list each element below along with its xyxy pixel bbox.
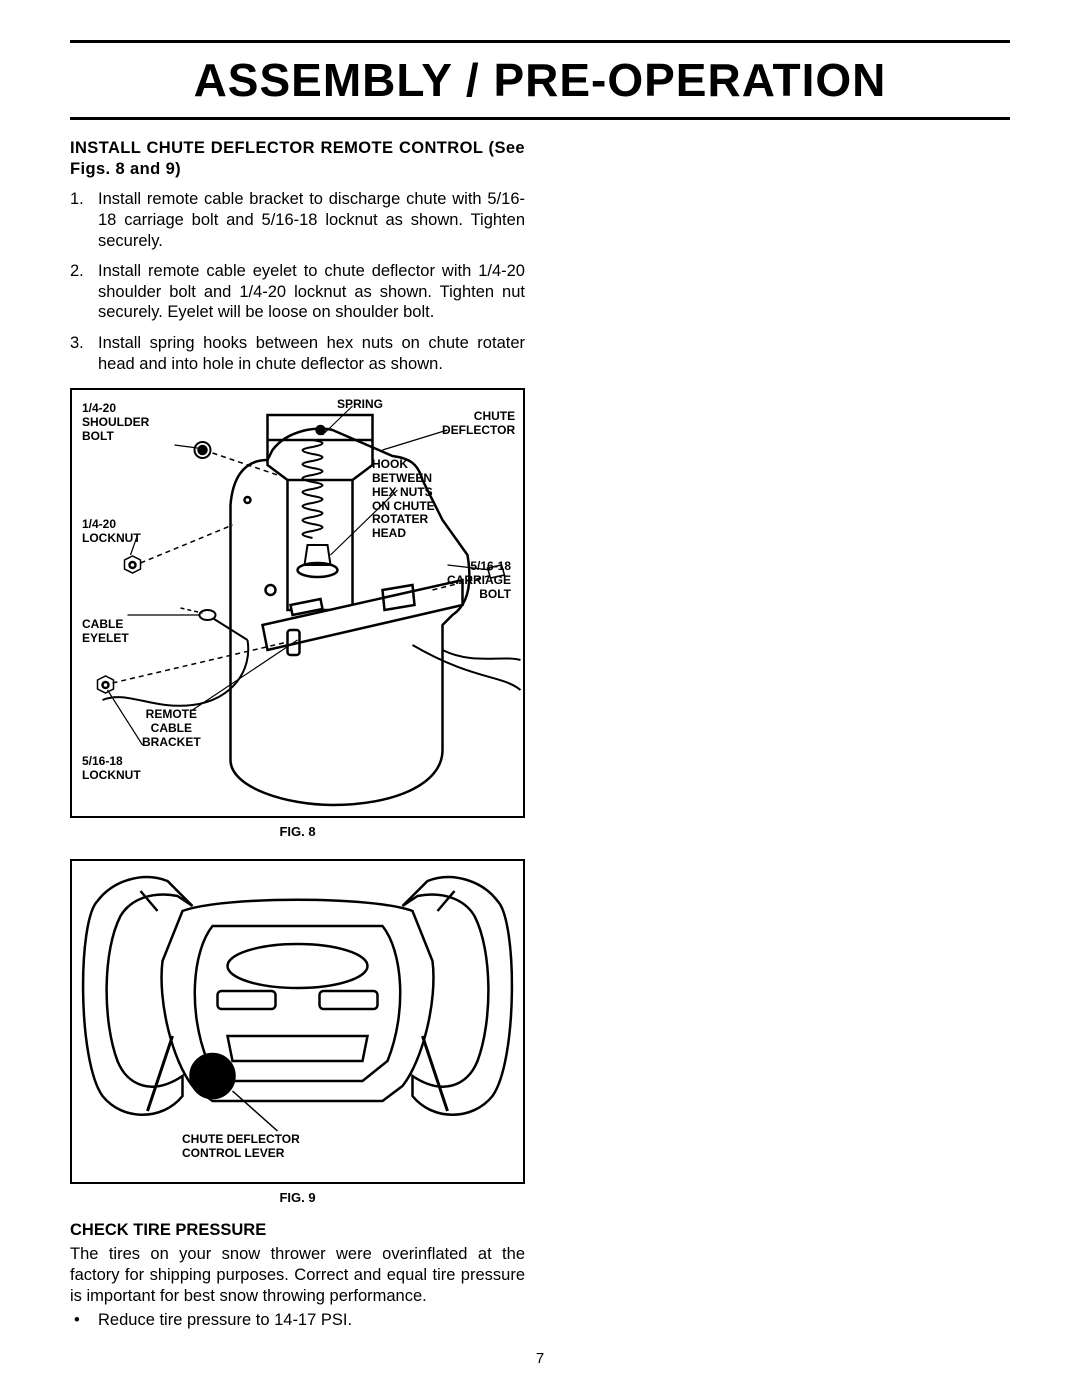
- rule-top: [70, 40, 1010, 43]
- bullet-text: Reduce tire pressure to 14-17 PSI.: [98, 1310, 352, 1331]
- figure-9-box: CHUTE DEFLECTOR CONTROL LEVER: [70, 859, 525, 1184]
- figure-8-drawing: [72, 390, 523, 816]
- figure-8-box: 1/4-20 SHOULDER BOLT SPRING CHUTE DEFLEC…: [70, 388, 525, 818]
- page-number: 7: [0, 1350, 1080, 1367]
- left-column: INSTALL CHUTE DEFLECTOR REMOTE CONTROL (…: [70, 138, 525, 1331]
- step-text: Install remote cable bracket to discharg…: [98, 189, 525, 251]
- label-cable-eyelet: CABLE EYELET: [82, 618, 129, 646]
- step-number: 1.: [70, 189, 98, 251]
- bullet-dot: •: [70, 1310, 98, 1331]
- figure-9-caption: FIG. 9: [70, 1190, 525, 1205]
- label-carriage-bolt: 5/16-18 CARRIAGE BOLT: [447, 560, 511, 601]
- step-text: Install remote cable eyelet to chute def…: [98, 261, 525, 323]
- heading-line1: INSTALL CHUTE DEFLECTOR REMOTE CONTROL: [70, 139, 483, 157]
- label-locknut-516: 5/16-18 LOCKNUT: [82, 755, 141, 783]
- step-item: 1.Install remote cable bracket to discha…: [70, 189, 525, 251]
- label-shoulder-bolt: 1/4-20 SHOULDER BOLT: [82, 402, 149, 443]
- step-number: 2.: [70, 261, 98, 323]
- section2-bullet: • Reduce tire pressure to 14-17 PSI.: [70, 1310, 525, 1331]
- step-number: 3.: [70, 333, 98, 374]
- section2-heading: CHECK TIRE PRESSURE: [70, 1221, 525, 1240]
- step-text: Install spring hooks between hex nuts on…: [98, 333, 525, 374]
- section1-heading: INSTALL CHUTE DEFLECTOR REMOTE CONTROL (…: [70, 138, 525, 179]
- rule-bottom: [70, 117, 1010, 120]
- steps-list: 1.Install remote cable bracket to discha…: [70, 189, 525, 374]
- label-hook: HOOK BETWEEN HEX NUTS ON CHUTE ROTATER H…: [372, 458, 435, 541]
- label-spring: SPRING: [337, 398, 383, 412]
- page-title: ASSEMBLY / PRE-OPERATION: [70, 47, 1010, 117]
- step-item: 2.Install remote cable eyelet to chute d…: [70, 261, 525, 323]
- label-chute-deflector: CHUTE DEFLECTOR: [442, 410, 515, 438]
- section2-paragraph: The tires on your snow thrower were over…: [70, 1244, 525, 1306]
- label-remote-bracket: REMOTE CABLE BRACKET: [142, 708, 201, 749]
- label-control-lever: CHUTE DEFLECTOR CONTROL LEVER: [182, 1133, 300, 1161]
- step-item: 3.Install spring hooks between hex nuts …: [70, 333, 525, 374]
- label-locknut-14: 1/4-20 LOCKNUT: [82, 518, 141, 546]
- figure-8-caption: FIG. 8: [70, 824, 525, 839]
